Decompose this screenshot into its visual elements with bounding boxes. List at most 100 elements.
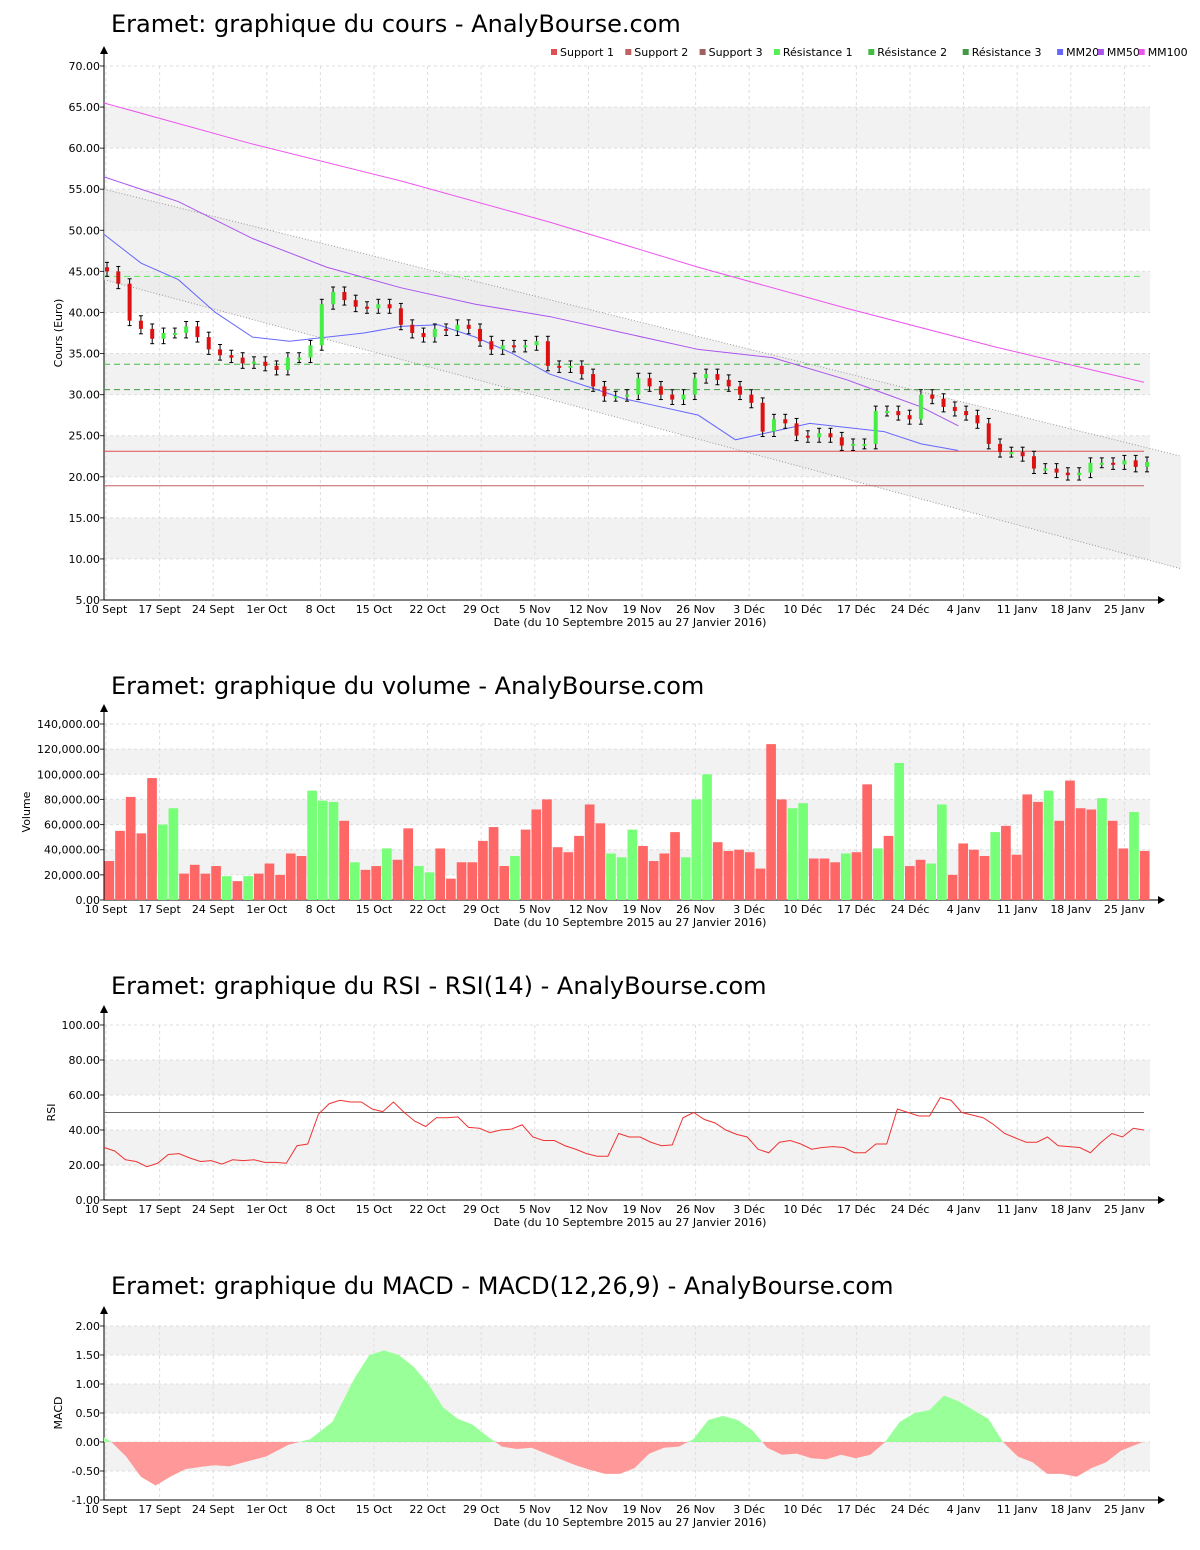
macd-positive-area (687, 1415, 763, 1442)
x-tick-label: 24 Sept (192, 903, 235, 916)
y-axis-arrow (100, 1005, 108, 1013)
candle-body (410, 324, 415, 333)
macd-negative-area (762, 1442, 886, 1460)
x-tick-label: 24 Déc (891, 1503, 930, 1516)
volume-bar (488, 827, 499, 900)
rsi-chart: 0.00 20.00 40.00 60.00 80.00 100.00 10 Sept 17 … (45, 1005, 1165, 1229)
x-axis-arrow (1158, 596, 1165, 604)
volume-bar (531, 809, 542, 900)
volume-bar (307, 790, 317, 900)
x-tick-label: 26 Nov (676, 603, 715, 616)
volume-bar (926, 863, 937, 900)
candle-body (138, 320, 143, 329)
legend-label: MM100 (1148, 46, 1188, 59)
x-tick-label: 19 Nov (623, 1203, 662, 1216)
x-tick-label: 17 Sept (138, 903, 181, 916)
grid-band (104, 107, 1150, 149)
candle-body (545, 341, 550, 366)
x-tick-label: 8 Oct (306, 903, 336, 916)
x-tick-label: 25 Janv (1104, 603, 1145, 616)
x-tick-label: 17 Déc (837, 1203, 876, 1216)
volume-bar (285, 853, 296, 900)
x-tick-label: 24 Sept (192, 603, 235, 616)
x-tick-label: 8 Oct (306, 1203, 336, 1216)
y-tick-label: 0.50 (76, 1407, 101, 1420)
price-chart-title: Eramet: graphique du cours - AnalyBourse… (111, 10, 681, 38)
volume-bar (905, 866, 915, 900)
volume-bar (147, 778, 157, 900)
legend-swatch (1138, 49, 1145, 55)
candle-body (930, 394, 935, 399)
candle-body (1122, 460, 1127, 465)
volume-bar (414, 866, 424, 900)
candle-body (828, 433, 833, 438)
x-tick-label: 5 Nov (519, 603, 551, 616)
x-axis-title: Date (du 10 Septembre 2015 au 27 Janvier… (494, 1516, 767, 1529)
candle-body (500, 345, 505, 350)
y-tick-label: 80,000.00 (44, 793, 100, 806)
y-tick-label: 50.00 (69, 224, 101, 237)
candle-body (873, 411, 878, 444)
candle-body (738, 386, 743, 395)
volume-bar (798, 803, 808, 900)
grid-band (104, 1060, 1150, 1095)
volume-bar (328, 801, 339, 900)
x-tick-label: 4 Janv (947, 1503, 981, 1516)
x-tick-label: 5 Nov (519, 903, 551, 916)
x-tick-label: 5 Nov (519, 1203, 551, 1216)
candle-body (726, 379, 731, 387)
x-tick-label: 10 Sept (85, 1503, 128, 1516)
x-tick-label: 24 Sept (192, 1203, 235, 1216)
candle-body (579, 365, 584, 375)
legend-swatch (868, 49, 875, 55)
x-tick-label: 25 Janv (1104, 1203, 1145, 1216)
candle-body (263, 361, 268, 366)
candle-body (195, 326, 200, 338)
x-tick-label: 24 Déc (891, 603, 930, 616)
x-tick-label: 8 Oct (306, 1503, 336, 1516)
y-tick-label: 80.00 (69, 1054, 101, 1067)
volume-bar (253, 873, 264, 900)
legend-swatch (1057, 49, 1064, 55)
x-axis-arrow (1158, 1496, 1165, 1504)
x-tick-label: 18 Janv (1050, 1503, 1091, 1516)
candle-body (218, 349, 223, 356)
x-tick-label: 11 Janv (997, 903, 1038, 916)
volume-bar (478, 840, 488, 900)
volume-bar (349, 862, 360, 900)
candle-body (692, 378, 697, 395)
volume-bar (595, 823, 606, 900)
legend-swatch (773, 49, 780, 55)
volume-bar (702, 774, 712, 900)
y-tick-label: 60.00 (69, 1089, 101, 1102)
x-tick-label: 22 Oct (409, 1503, 446, 1516)
volume-bar (712, 842, 723, 900)
candle-body (116, 271, 121, 284)
grid-band (104, 1130, 1150, 1165)
volume-bar (744, 852, 755, 900)
x-tick-label: 19 Nov (623, 1503, 662, 1516)
candle-body (986, 423, 991, 444)
x-tick-label: 25 Janv (1104, 903, 1145, 916)
volume-bar (189, 864, 200, 900)
volume-bar (360, 869, 371, 900)
x-tick-label: 25 Janv (1104, 1503, 1145, 1516)
volume-bar (840, 853, 851, 900)
volume-bar (1118, 848, 1129, 900)
volume-bar (627, 829, 638, 900)
y-tick-label: -1.00 (72, 1494, 100, 1507)
volume-bar (851, 852, 862, 900)
x-axis-title: Date (du 10 Septembre 2015 au 27 Janvier… (494, 1216, 767, 1229)
legend-swatch (551, 49, 557, 55)
y-tick-label: 35.00 (69, 348, 101, 361)
volume-bar (883, 835, 894, 900)
mm50-line (103, 176, 959, 427)
volume-bar (563, 852, 574, 900)
volume-bar (1139, 850, 1150, 900)
y-axis-title: Volume (20, 791, 33, 832)
y-tick-label: 55.00 (69, 183, 101, 196)
volume-bar (1097, 798, 1107, 900)
x-tick-label: 12 Nov (569, 903, 608, 916)
volume-chart: 0.00 20,000.00 40,000.00 60,000.00 80,000.00… (20, 704, 1165, 929)
x-tick-label: 17 Déc (837, 903, 876, 916)
